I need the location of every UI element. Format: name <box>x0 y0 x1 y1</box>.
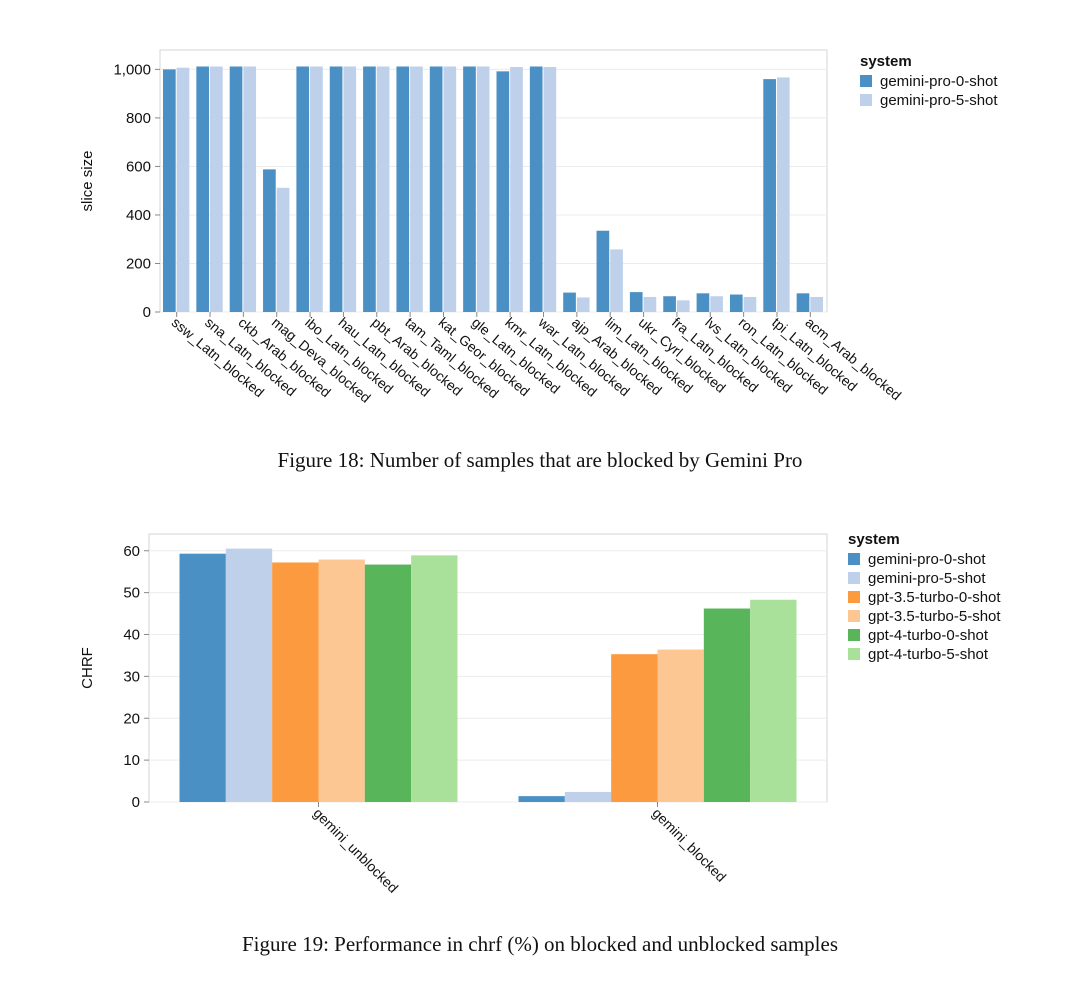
chart2-x-tick-label: gemini_blocked <box>649 805 729 885</box>
chart2-bar <box>318 559 365 802</box>
chart2-y-tick-label: 20 <box>123 710 140 727</box>
chart1-bar <box>329 66 343 312</box>
chart1-bar <box>810 296 823 312</box>
chart2-x-tick-label: gemini_unblocked <box>310 805 401 896</box>
chart1-bar <box>510 66 523 313</box>
chart2-y-tick-label: 0 <box>132 794 140 811</box>
chart1-bar <box>376 66 390 312</box>
chart2-bar <box>750 599 797 802</box>
chart1-bar <box>276 187 290 312</box>
chart2-bar <box>225 548 273 802</box>
chart1-legend-swatch <box>860 94 872 106</box>
chart2-legend-swatch <box>848 572 860 584</box>
chart-blocked-samples: 0 200 400 600 800 1,000 slice size ssw_Latn_blo… <box>0 0 1080 445</box>
chart1-bar <box>176 67 190 312</box>
chart1-bar <box>629 292 643 312</box>
chart2-legend-label: gpt-4-turbo-5-shot <box>868 646 989 663</box>
chart1-bar <box>676 300 690 312</box>
chart1-y-tick-label: 800 <box>126 110 151 127</box>
chart1-bar <box>776 77 790 312</box>
chart1-bar <box>410 66 423 312</box>
chart1-legend-title: system <box>860 53 912 70</box>
chart1-legend-label: gemini-pro-5-shot <box>880 92 998 109</box>
chart2-y-tick-label: 30 <box>123 668 140 685</box>
figure-19-caption: Figure 19: Performance in chrf (%) on bl… <box>242 932 838 956</box>
chart2-y-tick-label: 10 <box>123 752 140 769</box>
chart2-plot: 0 10 20 30 40 50 60 CHRF gemini_unblocked gemini_… <box>79 531 1001 896</box>
chart2-bar <box>657 649 704 802</box>
chart1-bar <box>763 79 776 312</box>
chart1-bar <box>743 296 757 312</box>
chart-chrf-performance: 0 10 20 30 40 50 60 CHRF gemini_unblocked gemini_… <box>0 520 1080 930</box>
chart1-bar <box>529 66 543 312</box>
chart1-bar <box>210 66 223 312</box>
chart1-bar <box>363 66 376 312</box>
chart1-bar <box>463 66 476 312</box>
chart2-bar <box>179 553 226 802</box>
chart1-bar <box>496 71 510 312</box>
chart2-legend-label: gpt-3.5-turbo-5-shot <box>868 608 1001 625</box>
chart2-legend-label: gemini-pro-5-shot <box>868 570 986 587</box>
chart1-bar <box>543 66 557 313</box>
chart2-y-tick-label: 50 <box>123 585 140 602</box>
chart2-y-axis-label: CHRF <box>79 647 96 689</box>
chart2-bar <box>611 654 658 802</box>
chart1-bar <box>229 66 243 312</box>
chart2-legend-swatch <box>848 553 860 565</box>
chart2-y-tick-label: 40 <box>123 627 140 644</box>
chart1-bar <box>663 296 676 312</box>
chart2-bar <box>364 564 412 802</box>
figure-18-caption: Figure 18: Number of samples that are bl… <box>277 448 803 472</box>
chart1-bar <box>263 169 276 312</box>
chart1-legend-swatch <box>860 75 872 87</box>
chart1-bar <box>343 66 357 312</box>
chart1-y-tick-label: 400 <box>126 207 151 224</box>
chart1-bar <box>310 66 323 312</box>
chart2-bar <box>411 555 458 802</box>
chart2-y-tick-label: 60 <box>123 543 140 560</box>
chart2-legend-title: system <box>848 531 900 548</box>
chart1-bar <box>563 292 576 312</box>
chart1-bar <box>196 66 210 312</box>
chart1-bar <box>696 293 710 312</box>
chart2-legend-swatch <box>848 629 860 641</box>
chart1-bar <box>710 296 723 312</box>
chart2-legend-swatch <box>848 610 860 622</box>
chart1-y-tick-label: 200 <box>126 255 151 272</box>
chart1-bar <box>596 230 610 312</box>
chart1-bar <box>729 294 743 312</box>
chart2-legend-label: gemini-pro-0-shot <box>868 551 986 568</box>
chart2-bar <box>272 562 319 802</box>
chart1-bar <box>610 249 623 312</box>
chart1-bar <box>163 69 176 312</box>
chart2-bar <box>518 796 565 802</box>
chart1-bar <box>476 66 490 312</box>
chart1-y-tick-label: 0 <box>143 304 151 321</box>
chart1-legend-label: gemini-pro-0-shot <box>880 73 998 90</box>
chart1-plot-frame <box>159 49 828 313</box>
chart1-bar <box>643 296 657 312</box>
chart2-legend-label: gpt-3.5-turbo-0-shot <box>868 589 1001 606</box>
chart1-y-tick-label: 1,000 <box>113 61 151 78</box>
chart1-bar <box>396 66 410 312</box>
chart1-bar <box>429 66 443 312</box>
chart1-bar <box>796 293 810 312</box>
chart1-y-axis-label: slice size <box>79 151 96 212</box>
chart2-legend-swatch <box>848 648 860 660</box>
chart1-bar <box>243 66 257 312</box>
chart1-y-tick-label: 600 <box>126 158 151 175</box>
chart2-legend-label: gpt-4-turbo-0-shot <box>868 627 989 644</box>
chart2-bar <box>564 791 612 802</box>
chart2-bar <box>703 608 751 802</box>
chart1-bar <box>296 66 310 312</box>
chart2-legend-swatch <box>848 591 860 603</box>
chart1-bar <box>443 66 457 312</box>
bar-chart-chrf: 0 10 20 30 40 50 60 CHRF gemini_unblocked gemini_… <box>79 531 1001 896</box>
chart1-bar <box>576 297 590 312</box>
